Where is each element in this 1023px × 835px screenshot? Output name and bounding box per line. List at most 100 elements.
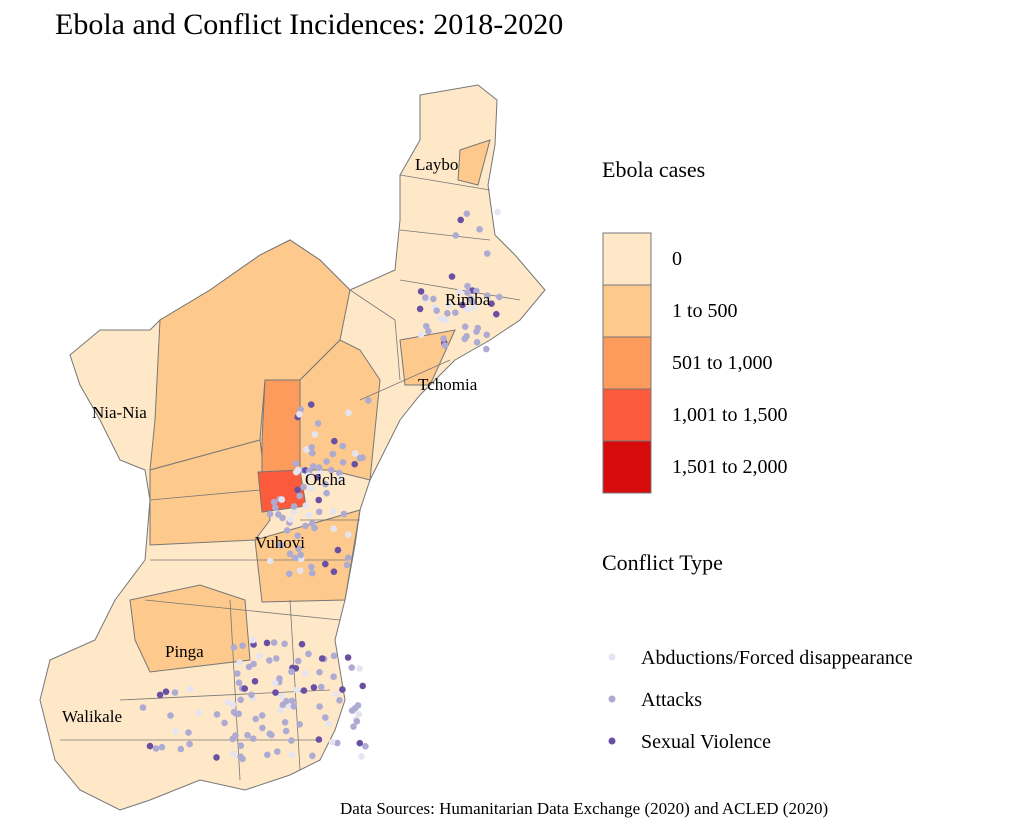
- conflict-point: [348, 664, 356, 671]
- source-note: Data Sources: Humanitarian Data Exchange…: [340, 799, 828, 818]
- legend-swatch: [602, 284, 652, 338]
- conflict-point: [308, 520, 316, 527]
- conflict-point: [152, 745, 160, 752]
- conflict-points: [139, 208, 503, 763]
- conflict-point: [283, 527, 291, 534]
- conflict-point: [334, 739, 341, 747]
- conflict-point: [264, 751, 271, 759]
- conflict-point: [252, 715, 259, 723]
- conflict-point: [322, 560, 329, 568]
- conflict-point: [290, 503, 298, 510]
- conflict-point: [304, 472, 312, 479]
- conflict-point: [237, 753, 244, 760]
- conflict-point: [258, 712, 266, 719]
- conflict-point: [229, 701, 237, 708]
- conflict-point: [296, 721, 304, 728]
- district: [457, 139, 491, 186]
- conflict-point: [234, 670, 241, 677]
- conflict-point: [294, 532, 301, 539]
- conflict-point: [266, 510, 274, 518]
- conflict-point: [275, 511, 282, 518]
- conflict-point: [309, 449, 316, 457]
- conflict-point: [464, 289, 471, 296]
- conflict-point: [351, 460, 359, 468]
- conflict-point: [445, 301, 453, 309]
- conflict-point: [250, 660, 257, 668]
- place-label: Oicha: [305, 470, 346, 489]
- conflict-point: [248, 691, 255, 699]
- conflict-point: [440, 335, 447, 342]
- district: [129, 584, 251, 673]
- conflict-point: [167, 712, 174, 719]
- conflict-point: [336, 697, 343, 704]
- conflict-point: [430, 295, 437, 303]
- conflict-point: [288, 737, 295, 744]
- conflict-point: [416, 305, 424, 313]
- district-border: [359, 359, 451, 401]
- conflict-point: [239, 642, 246, 649]
- conflict-point: [221, 719, 228, 727]
- conflict-point: [483, 250, 491, 257]
- conflict-point: [325, 720, 333, 727]
- conflict-point: [285, 570, 293, 578]
- legend-label: 1,001 to 1,500: [672, 404, 788, 426]
- conflict-point: [162, 688, 170, 695]
- conflict-point: [272, 504, 279, 512]
- conflict-point: [286, 550, 294, 558]
- conflict-point: [277, 541, 284, 549]
- conflict-point: [322, 714, 329, 721]
- conflict-point: [330, 652, 338, 660]
- conflict-point: [493, 310, 500, 318]
- conflict-point: [268, 731, 275, 739]
- conflict-point: [315, 464, 323, 471]
- conflict-point: [417, 331, 425, 339]
- conflict-point: [350, 723, 357, 730]
- district-border: [399, 229, 491, 241]
- legend-swatch: [602, 336, 652, 390]
- conflict-point: [339, 686, 346, 693]
- conflict-point: [476, 226, 483, 233]
- conflict-point: [237, 742, 245, 749]
- conflict-point: [344, 554, 352, 561]
- place-label: Laybo: [415, 155, 458, 174]
- place-label: Vuhovi: [255, 533, 305, 552]
- conflict-point: [494, 208, 501, 216]
- conflict-point: [334, 546, 342, 554]
- legend-label: Attacks: [641, 689, 702, 711]
- conflict-point: [283, 697, 290, 705]
- conflict-point: [251, 678, 259, 685]
- place-label: Walikale: [62, 707, 122, 726]
- conflict-point: [274, 748, 281, 755]
- conflict-point: [484, 292, 491, 299]
- conflict-point: [266, 557, 274, 565]
- conflict-point: [483, 345, 490, 353]
- conflict-point: [308, 444, 316, 451]
- conflict-point: [213, 711, 221, 718]
- district-border: [289, 599, 301, 771]
- conflict-point: [186, 740, 193, 748]
- conflict-point: [263, 639, 271, 647]
- conflict-point: [278, 692, 286, 700]
- conflict-point: [294, 486, 301, 494]
- conflict-point: [172, 728, 179, 735]
- conflict-point: [332, 690, 340, 698]
- conflict-point: [469, 298, 476, 305]
- conflict-point: [483, 331, 491, 339]
- conflict-point: [496, 293, 503, 301]
- conflict-point: [456, 288, 463, 296]
- conflict-point: [185, 729, 192, 736]
- conflict-point: [459, 301, 466, 309]
- conflict-point: [314, 473, 322, 481]
- conflict-point: [308, 485, 315, 492]
- conflict-point: [293, 686, 301, 694]
- conflict-point: [470, 304, 478, 312]
- legend-point: [608, 737, 616, 745]
- legend-label: 1 to 500: [672, 300, 738, 322]
- conflict-point: [318, 655, 326, 662]
- conflict-point: [441, 342, 449, 349]
- legend-point: [608, 695, 616, 703]
- conflict-point: [308, 569, 316, 577]
- conflict-point: [296, 492, 303, 500]
- conflict-point: [315, 496, 323, 504]
- district: [149, 439, 271, 546]
